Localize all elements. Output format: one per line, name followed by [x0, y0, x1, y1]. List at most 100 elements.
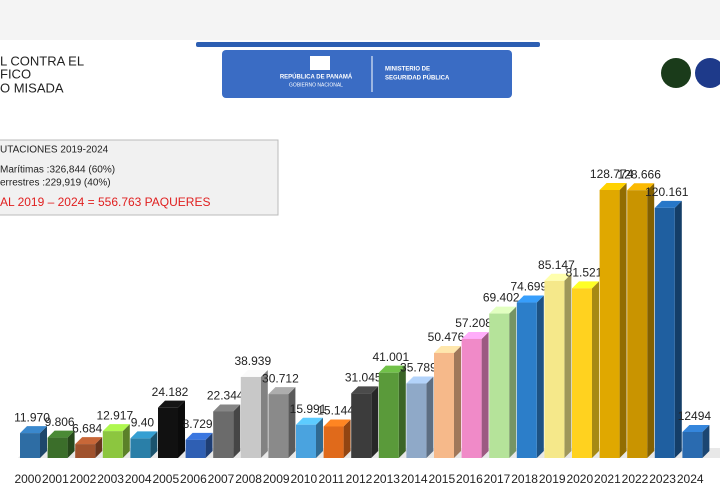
info-total: AL 2019 – 2024 = 556.763 PAQUERES — [0, 195, 210, 209]
bar-side — [674, 200, 682, 458]
top-strip — [0, 0, 720, 40]
bar-side — [592, 281, 599, 458]
value-label: 12494 — [678, 409, 712, 423]
value-label: 128.666 — [618, 167, 662, 181]
bar-top — [599, 183, 627, 190]
bar-side — [702, 424, 710, 458]
bar-side — [509, 306, 517, 458]
x-tick-label: 2002 — [70, 472, 97, 486]
bar — [351, 393, 372, 458]
value-label: 11.970 — [14, 410, 50, 424]
bar — [296, 424, 316, 458]
x-tick-label: 2012 — [346, 472, 373, 486]
value-label: 38.939 — [234, 354, 271, 368]
bar-side — [564, 273, 572, 458]
bar — [158, 407, 178, 458]
x-tick-label: 2011 — [318, 472, 344, 486]
x-tick-label: 2008 — [235, 472, 262, 486]
x-tick-label: 2018 — [511, 472, 538, 486]
value-label: 128.774 — [590, 167, 634, 181]
x-tick-label: 2000 — [14, 472, 41, 486]
bar-side — [619, 183, 627, 458]
bar — [682, 431, 703, 458]
banner-text: REPÚBLICA DE PANAMÁ — [280, 74, 353, 81]
value-label: 31.045 — [345, 371, 382, 385]
bar-side — [205, 432, 213, 458]
bar-top — [20, 426, 47, 434]
bar — [323, 426, 344, 458]
bar — [461, 338, 482, 458]
bar-side — [343, 419, 351, 458]
value-label: 15.144 — [317, 404, 354, 418]
x-tick-label: 2001 — [42, 472, 69, 486]
x-tick-label: 2005 — [152, 472, 179, 486]
bar-side — [150, 431, 158, 458]
header-text: O MISADA — [0, 80, 64, 95]
bar-top — [185, 432, 213, 440]
bar-side — [536, 295, 544, 458]
bar — [627, 190, 648, 458]
bar-side — [426, 376, 434, 458]
flag — [310, 56, 330, 70]
value-label: 35.789 — [400, 361, 437, 375]
bar-side — [178, 400, 185, 458]
x-tick-label: 2007 — [208, 472, 235, 486]
x-tick-label: 2022 — [622, 472, 649, 486]
x-tick-label: 2016 — [456, 472, 483, 486]
bar-top — [213, 404, 241, 412]
bar-side — [233, 404, 241, 458]
x-tick-label: 2017 — [484, 472, 511, 486]
value-label: 8.729 — [183, 417, 213, 431]
value-label: 41.001 — [372, 350, 409, 364]
bar-top — [434, 345, 461, 353]
info-box — [0, 139, 279, 216]
bar — [544, 280, 565, 458]
bar-side — [288, 387, 296, 458]
value-label: 12.917 — [96, 408, 133, 422]
value-label: 120.161 — [645, 185, 689, 199]
logo — [661, 58, 691, 88]
value-label: 50.476 — [428, 330, 465, 344]
bar — [406, 383, 427, 458]
bar — [378, 372, 399, 458]
x-tick-label: 2015 — [428, 472, 455, 486]
bar-top — [102, 424, 130, 432]
bar — [102, 431, 123, 458]
x-tick-label: 2010 — [290, 472, 317, 486]
bar — [654, 207, 675, 458]
x-tick-label: 2014 — [401, 472, 428, 486]
bar-top — [572, 281, 599, 289]
info-title: UTACIONES 2019-2024 — [0, 145, 109, 156]
bar-top — [351, 386, 379, 394]
value-label: 22.344 — [207, 389, 244, 403]
value-label: 81.521 — [566, 266, 603, 280]
bar — [185, 439, 206, 458]
bar-top — [75, 437, 103, 445]
bar-side — [95, 437, 103, 458]
bar-side — [122, 424, 130, 458]
bar-top — [158, 400, 185, 408]
bar-top — [654, 200, 682, 208]
bar — [268, 394, 289, 458]
bar-side — [398, 365, 406, 458]
bar-side — [260, 369, 268, 458]
bar-top — [323, 419, 351, 427]
bar-side — [481, 331, 489, 458]
bar-top — [268, 387, 296, 395]
bar-top — [296, 417, 323, 425]
value-label: 15.991 — [290, 402, 327, 416]
bar-side — [40, 426, 47, 458]
bar-side — [316, 417, 323, 458]
bar-side — [647, 183, 655, 458]
banner-line — [196, 42, 540, 47]
header-text: FICO — [0, 66, 31, 81]
info-line: Marítimas :326,844 (60%) — [0, 165, 115, 176]
info-line: errestres :229,919 (40%) — [0, 178, 111, 189]
x-tick-label: 2021 — [594, 472, 621, 486]
bar — [516, 302, 537, 458]
x-tick-label: 2004 — [125, 472, 152, 486]
x-tick-label: 2024 — [677, 472, 704, 486]
bar-top — [489, 306, 517, 314]
